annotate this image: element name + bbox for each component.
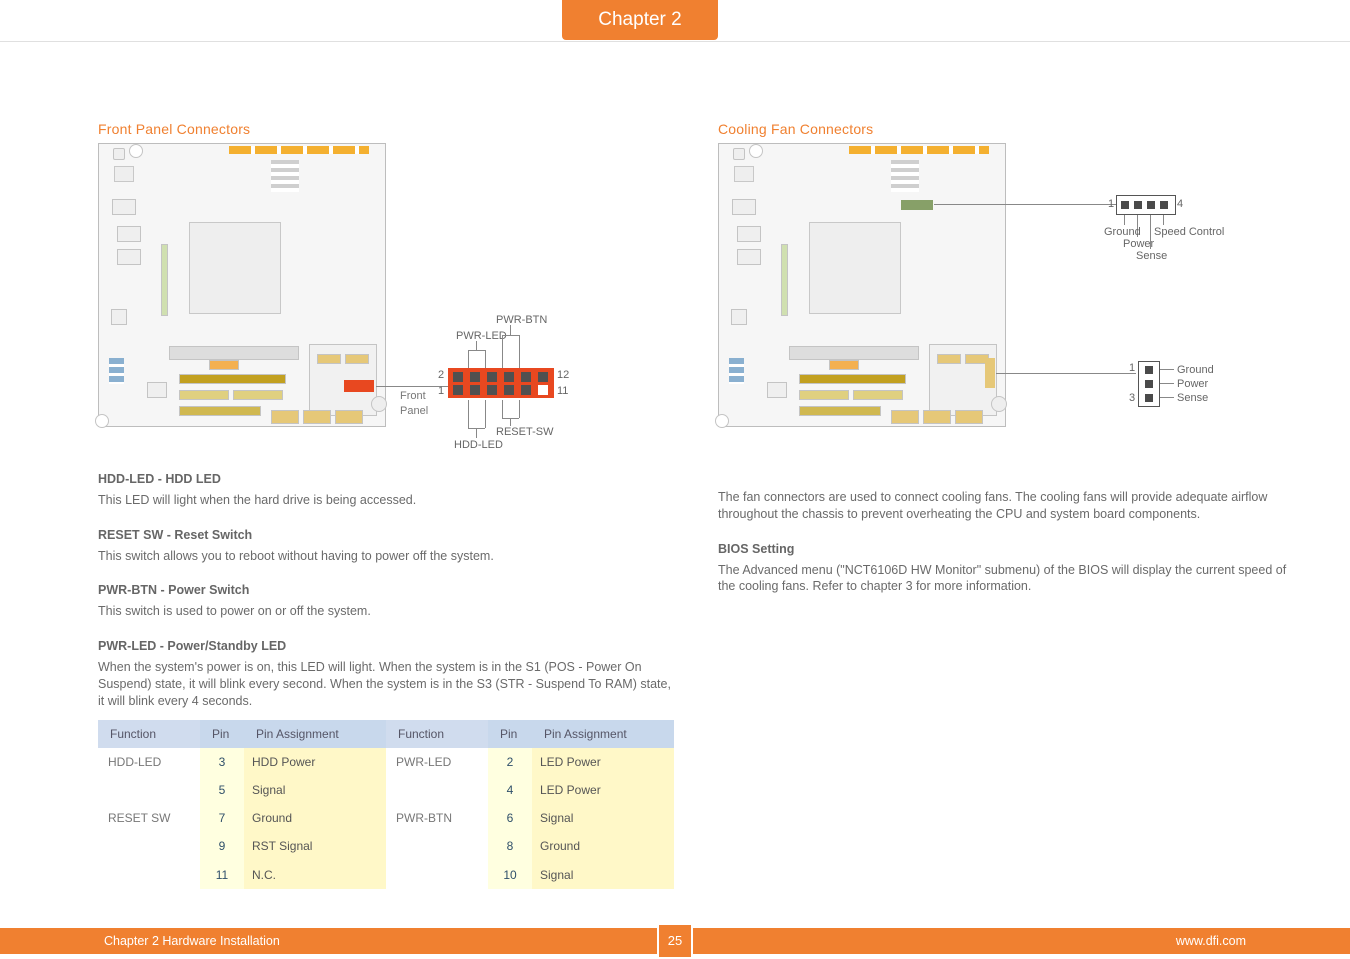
desc-bios-setting: The Advanced menu ("NCT6106D HW Monitor"…: [718, 562, 1298, 596]
heading-pwr-btn: PWR-BTN - Power Switch: [98, 582, 678, 599]
column-left: Front Panel Connectors Front Panel: [98, 120, 678, 889]
sys-fan-label-sense: Sense: [1177, 391, 1208, 406]
table-row: 9 RST Signal 8 Ground: [98, 832, 674, 860]
system-fan-connector: [1138, 361, 1160, 407]
desc-hdd-led: This LED will light when the hard drive …: [98, 492, 678, 509]
label-front-panel: Front Panel: [400, 389, 428, 419]
th-pin-r: Pin: [488, 720, 532, 748]
page-footer: Chapter 2 Hardware Installation 25 www.d…: [0, 928, 1350, 954]
footer-right-text: www.dfi.com: [1176, 928, 1246, 954]
cpu-fan-label-speed: Speed Control: [1154, 225, 1224, 240]
figure-cooling-fans: 1 4 Ground Speed Control Power Sense 1 3: [718, 143, 1228, 453]
table-row: 5 Signal 4 LED Power: [98, 776, 674, 804]
heading-bios-setting: BIOS Setting: [718, 541, 1298, 558]
motherboard-outline: [98, 143, 386, 427]
cpu-fan-connector: [1116, 195, 1176, 215]
figure-front-panel: Front Panel 2 1 12 11: [98, 143, 608, 453]
label-hdd-led: HDD-LED: [454, 438, 503, 453]
footer-left-text: Chapter 2 Hardware Installation: [104, 928, 280, 954]
heading-pwr-led: PWR-LED - Power/Standby LED: [98, 638, 678, 655]
motherboard-outline-right: [718, 143, 1006, 427]
cpu-fan-pin-4: 4: [1177, 197, 1183, 212]
pin-label-1: 1: [438, 384, 444, 399]
sys-fan-pin-3: 3: [1129, 391, 1135, 406]
sys-fan-label-ground: Ground: [1177, 363, 1214, 378]
front-panel-header: [448, 368, 554, 398]
pin-label-12: 12: [557, 368, 569, 383]
pin-assignment-table: Function Pin Pin Assignment Function Pin…: [98, 720, 674, 889]
header-underline: [0, 41, 1350, 43]
th-assign-l: Pin Assignment: [244, 720, 386, 748]
th-assign-r: Pin Assignment: [532, 720, 674, 748]
table-row: 11 N.C. 10 Signal: [98, 861, 674, 889]
th-function-l: Function: [98, 720, 200, 748]
heading-hdd-led: HDD-LED - HDD LED: [98, 471, 678, 488]
pin-label-2: 2: [438, 368, 444, 383]
table-row: HDD-LED 3 HDD Power PWR-LED 2 LED Power: [98, 748, 674, 776]
column-right: Cooling Fan Connectors: [718, 120, 1298, 605]
pin-label-11: 11: [557, 384, 568, 399]
heading-reset-sw: RESET SW - Reset Switch: [98, 527, 678, 544]
desc-pwr-led: When the system's power is on, this LED …: [98, 659, 678, 710]
label-pwr-led: PWR-LED: [456, 329, 507, 344]
sys-fan-pin-1: 1: [1129, 361, 1135, 376]
section-title-cooling-fans: Cooling Fan Connectors: [718, 120, 1298, 139]
th-function-r: Function: [386, 720, 488, 748]
desc-pwr-btn: This switch is used to power on or off t…: [98, 603, 678, 620]
chapter-ribbon: Chapter 2: [562, 0, 718, 40]
table-row: RESET SW 7 Ground PWR-BTN 6 Signal: [98, 804, 674, 832]
cpu-fan-label-sense: Sense: [1136, 249, 1167, 264]
desc-cooling-fans: The fan connectors are used to connect c…: [718, 489, 1298, 523]
page-body: Front Panel Connectors Front Panel: [0, 60, 1350, 900]
cpu-fan-pin-1: 1: [1108, 197, 1114, 212]
label-reset-sw: RESET-SW: [496, 425, 553, 440]
label-pwr-btn: PWR-BTN: [496, 313, 547, 328]
section-title-front-panel: Front Panel Connectors: [98, 120, 678, 139]
sys-fan-label-power: Power: [1177, 377, 1208, 392]
th-pin-l: Pin: [200, 720, 244, 748]
desc-reset-sw: This switch allows you to reboot without…: [98, 548, 678, 565]
